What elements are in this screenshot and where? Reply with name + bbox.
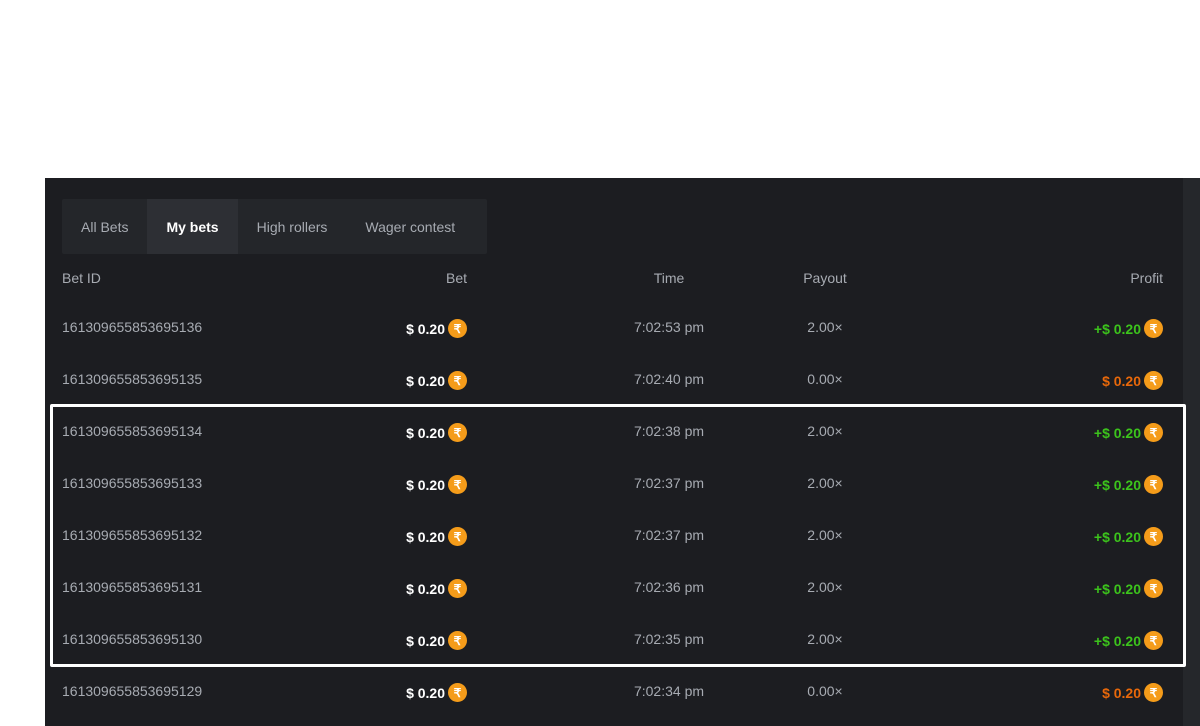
rupee-coin-icon: ₹ (1144, 319, 1163, 338)
bet-id: 161309655853695130 (62, 631, 203, 647)
bet-value: $ 0.20 (406, 528, 445, 545)
bet-payout: 0.00× (807, 683, 843, 699)
rupee-coin-icon: ₹ (448, 371, 467, 390)
tab-all-bets[interactable]: All Bets (81, 218, 129, 235)
bet-id: 161309655853695132 (62, 527, 203, 543)
bet-id: 161309655853695131 (62, 579, 203, 595)
table-row[interactable]: 161309655853695131 $ 0.20 ₹ 7:02:36 pm 2.… (45, 579, 1183, 599)
bet-id: 161309655853695134 (62, 423, 203, 439)
rupee-coin-icon: ₹ (1144, 683, 1163, 702)
rupee-coin-icon: ₹ (1144, 631, 1163, 650)
bet-payout: 2.00× (807, 319, 843, 335)
bet-payout: 2.00× (807, 631, 843, 647)
table-row[interactable]: 161309655853695136 $ 0.20 ₹ 7:02:53 pm 2.… (45, 319, 1183, 339)
bet-profit: $ 0.20 ₹ (1102, 683, 1163, 702)
bet-value: $ 0.20 (406, 372, 445, 389)
tab-high-rollers[interactable]: High rollers (256, 218, 328, 235)
bet-id: 161309655853695136 (62, 319, 203, 335)
header-profit: Profit (1130, 270, 1163, 286)
bet-payout: 2.00× (807, 423, 843, 439)
table-row[interactable]: 161309655853695134 $ 0.20 ₹ 7:02:38 pm 2.… (45, 423, 1183, 443)
bet-amount: $ 0.20 ₹ (406, 319, 467, 338)
bet-payout: 0.00× (807, 371, 843, 387)
header-bet-id: Bet ID (62, 270, 101, 286)
profit-value: $ 0.20 (1102, 684, 1141, 701)
rupee-coin-icon: ₹ (448, 579, 467, 598)
bet-profit: +$ 0.20 ₹ (1094, 475, 1163, 494)
scrollbar[interactable] (1183, 178, 1200, 726)
highlight-box (50, 404, 1186, 667)
bet-profit: +$ 0.20 ₹ (1094, 319, 1163, 338)
bet-value: $ 0.20 (406, 320, 445, 337)
bet-amount: $ 0.20 ₹ (406, 683, 467, 702)
tab-my-bets[interactable]: My bets (147, 199, 238, 254)
profit-value: $ 0.20 (1102, 372, 1141, 389)
bet-amount: $ 0.20 ₹ (406, 371, 467, 390)
bet-value: $ 0.20 (406, 424, 445, 441)
bet-time: 7:02:36 pm (633, 579, 705, 595)
bet-time: 7:02:35 pm (633, 631, 705, 647)
bet-profit: +$ 0.20 ₹ (1094, 527, 1163, 546)
rupee-coin-icon: ₹ (1144, 371, 1163, 390)
rupee-coin-icon: ₹ (448, 319, 467, 338)
bet-id: 161309655853695129 (62, 683, 203, 699)
bet-value: $ 0.20 (406, 632, 445, 649)
bets-panel: All Bets My bets High rollers Wager cont… (45, 178, 1183, 726)
bet-amount: $ 0.20 ₹ (406, 475, 467, 494)
header-bet: Bet (445, 270, 467, 286)
bet-id: 161309655853695135 (62, 371, 203, 387)
bet-amount: $ 0.20 ₹ (406, 579, 467, 598)
profit-value: +$ 0.20 (1093, 476, 1141, 493)
bet-time: 7:02:37 pm (633, 475, 705, 491)
profit-value: +$ 0.20 (1093, 424, 1141, 441)
tab-wager-contest[interactable]: Wager contest (365, 218, 456, 235)
header-payout: Payout (803, 270, 847, 286)
rupee-coin-icon: ₹ (448, 423, 467, 442)
bet-profit: +$ 0.20 ₹ (1094, 423, 1163, 442)
bet-amount: $ 0.20 ₹ (406, 631, 467, 650)
rupee-coin-icon: ₹ (448, 683, 467, 702)
rupee-coin-icon: ₹ (448, 631, 467, 650)
bet-time: 7:02:40 pm (633, 371, 705, 387)
bet-value: $ 0.20 (406, 476, 445, 493)
rupee-coin-icon: ₹ (1144, 527, 1163, 546)
table-row[interactable]: 161309655853695132 $ 0.20 ₹ 7:02:37 pm 2.… (45, 527, 1183, 547)
profit-value: +$ 0.20 (1093, 580, 1141, 597)
bet-time: 7:02:53 pm (633, 319, 705, 335)
bet-amount: $ 0.20 ₹ (406, 423, 467, 442)
bet-payout: 2.00× (807, 475, 843, 491)
bet-time: 7:02:38 pm (633, 423, 705, 439)
rupee-coin-icon: ₹ (1144, 475, 1163, 494)
table-row[interactable]: 161309655853695135 $ 0.20 ₹ 7:02:40 pm 0.… (45, 371, 1183, 391)
bet-amount: $ 0.20 ₹ (406, 527, 467, 546)
table-row[interactable]: 161309655853695130 $ 0.20 ₹ 7:02:35 pm 2.… (45, 631, 1183, 651)
rupee-coin-icon: ₹ (1144, 423, 1163, 442)
table-row[interactable]: 161309655853695133 $ 0.20 ₹ 7:02:37 pm 2.… (45, 475, 1183, 495)
bet-profit: +$ 0.20 ₹ (1094, 579, 1163, 598)
rupee-coin-icon: ₹ (448, 475, 467, 494)
header-time: Time (653, 270, 685, 286)
bet-payout: 2.00× (807, 579, 843, 595)
rupee-coin-icon: ₹ (448, 527, 467, 546)
profit-value: +$ 0.20 (1093, 528, 1141, 545)
bet-time: 7:02:37 pm (633, 527, 705, 543)
bet-value: $ 0.20 (406, 580, 445, 597)
rupee-coin-icon: ₹ (1144, 579, 1163, 598)
bet-time: 7:02:34 pm (633, 683, 705, 699)
bet-profit: +$ 0.20 ₹ (1094, 631, 1163, 650)
bet-id: 161309655853695133 (62, 475, 203, 491)
tab-bar: All Bets My bets High rollers Wager cont… (62, 199, 487, 254)
table-row[interactable]: 161309655853695129 $ 0.20 ₹ 7:02:34 pm 0.… (45, 683, 1183, 703)
bet-profit: $ 0.20 ₹ (1102, 371, 1163, 390)
bet-payout: 2.00× (807, 527, 843, 543)
bet-value: $ 0.20 (406, 684, 445, 701)
profit-value: +$ 0.20 (1093, 632, 1141, 649)
profit-value: +$ 0.20 (1093, 320, 1141, 337)
